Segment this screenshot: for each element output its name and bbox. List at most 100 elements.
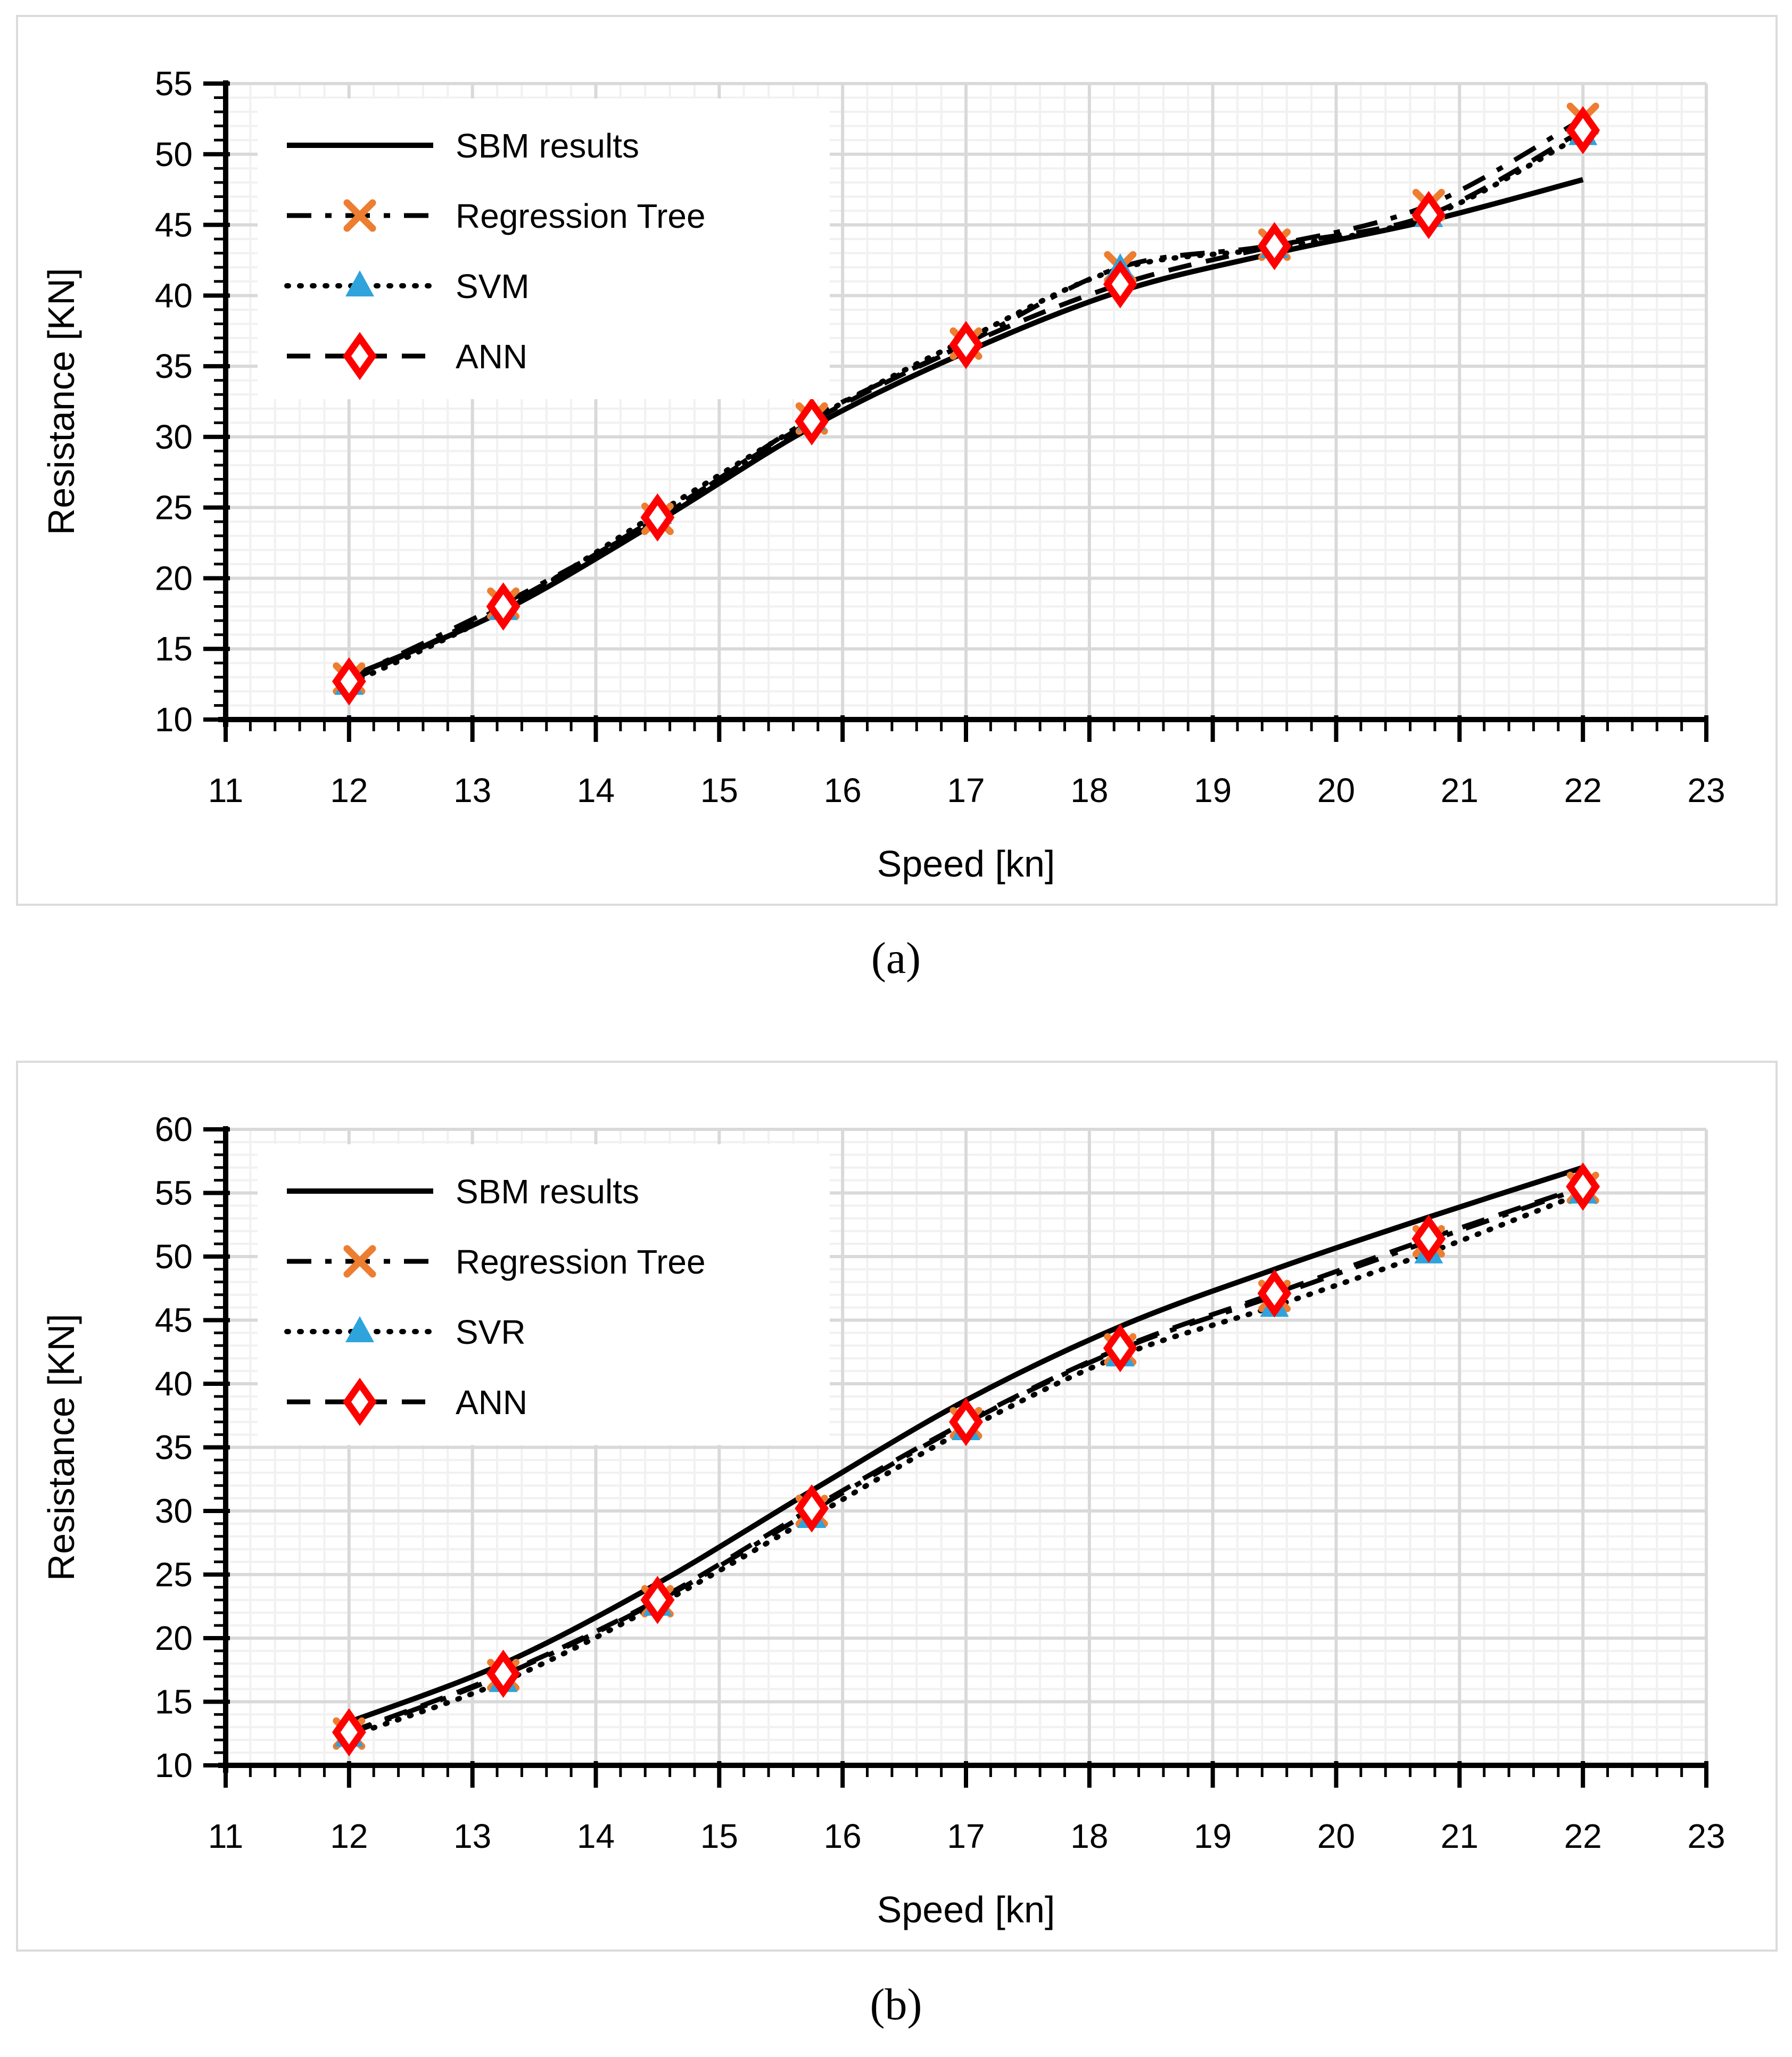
y-tick-label: 35 <box>155 347 193 385</box>
diamond-marker <box>486 582 521 631</box>
legend-label: ANN <box>456 337 527 376</box>
x-marker <box>343 1245 376 1278</box>
diamond-marker <box>949 321 983 369</box>
diamond-marker <box>332 657 366 706</box>
y-tick-label: 30 <box>155 418 193 456</box>
x-tick-label: 20 <box>1317 771 1355 809</box>
diamond-marker <box>1566 106 1600 154</box>
legend-label: SBM results <box>456 127 639 165</box>
y-tick-label: 55 <box>155 64 193 103</box>
diamond-marker <box>1566 1162 1600 1211</box>
diamond-marker <box>486 1649 521 1698</box>
y-tick-label: 30 <box>155 1492 193 1530</box>
y-tick-label: 45 <box>155 206 193 244</box>
y-axis-title: Resistance [KN] <box>40 1314 82 1581</box>
diamond-marker <box>949 1398 983 1446</box>
y-axis-title: Resistance [KN] <box>40 268 82 535</box>
diamond-marker <box>343 332 377 381</box>
x-axis-title: Speed [kn] <box>877 843 1055 885</box>
x-tick-label: 17 <box>947 1817 985 1855</box>
x-tick-label: 14 <box>577 771 615 809</box>
legend-label: ANN <box>456 1383 527 1422</box>
legend: SBM results Regression Tree SVR ANN <box>258 1144 830 1445</box>
x-tick-label: 12 <box>330 1817 368 1855</box>
y-tick-label: 20 <box>155 559 193 597</box>
y-tick-label: 10 <box>155 700 193 739</box>
y-tick-label: 40 <box>155 276 193 315</box>
y-tick-label: 35 <box>155 1428 193 1467</box>
chart-a-svg: 11 12 13 14 15 16 17 18 19 20 21 22 23 10 15 20 25 30 35 40… <box>40 64 1725 885</box>
x-tick-label: 15 <box>700 1817 738 1855</box>
diamond-marker <box>1103 260 1137 309</box>
x-tick-label: 19 <box>1194 1817 1232 1855</box>
diamond-marker <box>343 1377 377 1426</box>
diamond-marker <box>332 1708 366 1757</box>
x-marker <box>343 199 376 232</box>
x-tick-labels: 11 12 13 14 15 16 17 18 19 20 21 22 23 <box>208 1817 1725 1855</box>
series-markers <box>332 1162 1600 1757</box>
y-tick-label: 15 <box>155 630 193 668</box>
diamond-marker <box>1103 1324 1137 1373</box>
x-tick-label: 18 <box>1070 771 1108 809</box>
x-tick-label: 16 <box>824 1817 862 1855</box>
ticks <box>203 1127 1708 1788</box>
series-line-regression-tree <box>348 1185 1584 1736</box>
triangle-marker <box>345 1316 374 1342</box>
y-tick-label: 60 <box>155 1110 193 1149</box>
x-tick-label: 22 <box>1564 771 1602 809</box>
chart-b-figure: 11 12 13 14 15 16 17 18 19 20 21 22 23 10 15 20 25 30 35 40… <box>16 1061 1778 1952</box>
legend-label: SVR <box>456 1313 526 1351</box>
x-tick-label: 13 <box>453 1817 491 1855</box>
x-tick-label: 23 <box>1687 771 1725 809</box>
x-tick-label: 19 <box>1194 771 1232 809</box>
chart-a-figure: 11 12 13 14 15 16 17 18 19 20 21 22 23 10 15 20 25 30 35 40… <box>16 15 1778 906</box>
legend-label: Regression Tree <box>456 1243 706 1281</box>
diamond-marker <box>1411 191 1446 239</box>
x-tick-label: 13 <box>453 771 491 809</box>
triangle-marker <box>345 270 374 296</box>
x-tick-label: 21 <box>1441 1817 1479 1855</box>
x-tick-label: 15 <box>700 771 738 809</box>
x-tick-label: 14 <box>577 1817 615 1855</box>
y-tick-label: 15 <box>155 1683 193 1721</box>
y-tick-label: 50 <box>155 135 193 174</box>
x-tick-label: 22 <box>1564 1817 1602 1855</box>
ticks <box>203 81 1708 742</box>
caption-b: (b) <box>870 1980 922 2029</box>
diamond-marker <box>640 493 675 542</box>
y-tick-label: 25 <box>155 1556 193 1594</box>
legend-label: SVM <box>456 267 530 305</box>
y-tick-label: 55 <box>155 1174 193 1212</box>
x-tick-label: 17 <box>947 771 985 809</box>
x-tick-label: 18 <box>1070 1817 1108 1855</box>
series-line-sbm-results <box>348 1164 1584 1725</box>
x-tick-labels: 11 12 13 14 15 16 17 18 19 20 21 22 23 <box>208 771 1725 809</box>
y-tick-label: 20 <box>155 1619 193 1657</box>
x-tick-label: 20 <box>1317 1817 1355 1855</box>
x-tick-label: 12 <box>330 771 368 809</box>
diamond-marker <box>640 1576 675 1624</box>
diamond-marker <box>1411 1215 1446 1263</box>
x-tick-label: 11 <box>208 1817 243 1855</box>
y-tick-label: 45 <box>155 1301 193 1340</box>
x-tick-label: 11 <box>208 771 243 809</box>
diamond-marker <box>795 397 829 445</box>
x-axis-title: Speed [kn] <box>877 1889 1055 1930</box>
y-tick-label: 10 <box>155 1746 193 1785</box>
legend-label: SBM results <box>456 1172 639 1211</box>
legend: SBM results Regression Tree SVM ANN <box>258 98 830 399</box>
x-tick-label: 23 <box>1687 1817 1725 1855</box>
grid-major <box>224 82 1708 721</box>
y-tick-label: 50 <box>155 1237 193 1276</box>
y-tick-label: 25 <box>155 489 193 527</box>
diamond-marker <box>1257 1269 1292 1318</box>
legend-label: Regression Tree <box>456 197 706 235</box>
x-tick-label: 21 <box>1441 771 1479 809</box>
x-tick-label: 16 <box>824 771 862 809</box>
caption-a: (a) <box>871 934 921 983</box>
y-tick-labels: 10 15 20 25 30 35 40 45 50 55 <box>155 64 193 739</box>
chart-b-svg: 11 12 13 14 15 16 17 18 19 20 21 22 23 10 15 20 25 30 35 40… <box>40 1110 1725 1930</box>
series-markers <box>332 102 1600 706</box>
diamond-marker <box>795 1484 829 1533</box>
diamond-marker <box>1257 222 1292 270</box>
